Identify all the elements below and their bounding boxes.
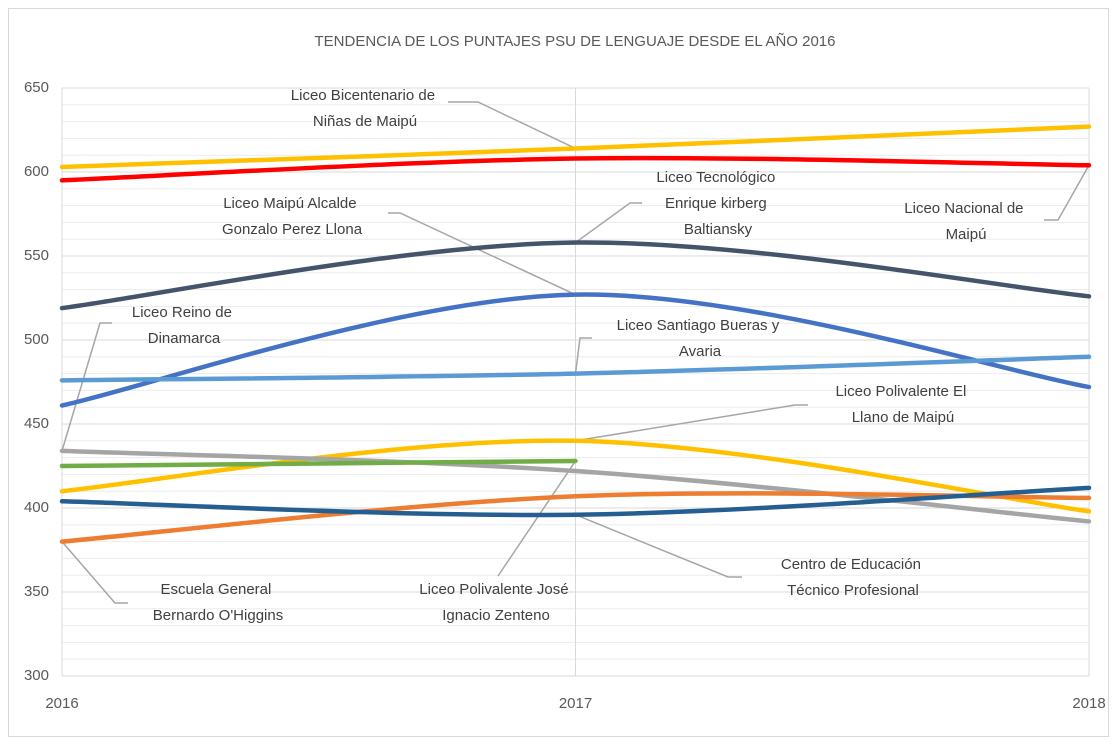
leader-line bbox=[1044, 164, 1090, 221]
leader-line bbox=[388, 212, 576, 296]
y-tick-label: 500 bbox=[24, 331, 49, 348]
series-line bbox=[59, 458, 578, 469]
labels: 300 350 400 450 500 550 600 650 2016 2017 2018 Lice… bbox=[24, 79, 1106, 712]
y-tick-label: 400 bbox=[24, 499, 49, 516]
series-line bbox=[59, 438, 1092, 514]
chart-title: TENDENCIA DE LOS PUNTAJES PSU DE LENGUAJ… bbox=[315, 33, 836, 50]
series-line bbox=[59, 124, 1092, 170]
x-tick-label: 2016 bbox=[45, 695, 78, 712]
y-tick-label: 550 bbox=[24, 247, 49, 264]
annotation: Liceo Maipú Alcalde Gonzalo Perez Llona bbox=[222, 195, 363, 238]
leader-line bbox=[575, 514, 742, 578]
series-line bbox=[59, 240, 1092, 311]
x-tick-label: 2018 bbox=[1072, 695, 1105, 712]
series-line bbox=[59, 155, 1092, 183]
y-tick-label: 300 bbox=[24, 667, 49, 684]
annotation: Liceo Bicentenario de Niñas de Maipú bbox=[291, 87, 439, 130]
annotation: Liceo Tecnológico Enrique kirberg Baltia… bbox=[656, 169, 779, 238]
annotation: Liceo Santiago Bueras y Avaria bbox=[617, 317, 784, 360]
series-line bbox=[59, 448, 1092, 524]
leader-line bbox=[575, 202, 642, 244]
y-tick-label: 350 bbox=[24, 583, 49, 600]
leader-line bbox=[448, 101, 576, 150]
series-line bbox=[59, 292, 1092, 408]
y-tick-label: 600 bbox=[24, 163, 49, 180]
y-tick-label: 650 bbox=[24, 79, 49, 96]
leader-line bbox=[61, 322, 112, 452]
leader-line bbox=[61, 541, 128, 604]
y-tick-label: 450 bbox=[24, 415, 49, 432]
leader-line bbox=[497, 460, 577, 577]
series-line bbox=[59, 485, 1092, 518]
annotation: Liceo Nacional de Maipú bbox=[904, 200, 1027, 243]
x-tick-label: 2017 bbox=[559, 695, 592, 712]
leader-line bbox=[575, 404, 808, 442]
leaders bbox=[61, 101, 1090, 604]
annotation: Escuela General Bernardo O'Higgins bbox=[153, 581, 283, 624]
annotation: Liceo Polivalente José Ignacio Zenteno bbox=[419, 581, 572, 624]
leader-line bbox=[574, 337, 592, 374]
series-line bbox=[59, 354, 1092, 383]
annotation: Liceo Polivalente El Llano de Maipú bbox=[835, 383, 970, 426]
lines bbox=[59, 124, 1092, 544]
annotation: Centro de Educación Técnico Profesional bbox=[781, 556, 925, 599]
annotation: Liceo Reino de Dinamarca bbox=[132, 304, 236, 347]
